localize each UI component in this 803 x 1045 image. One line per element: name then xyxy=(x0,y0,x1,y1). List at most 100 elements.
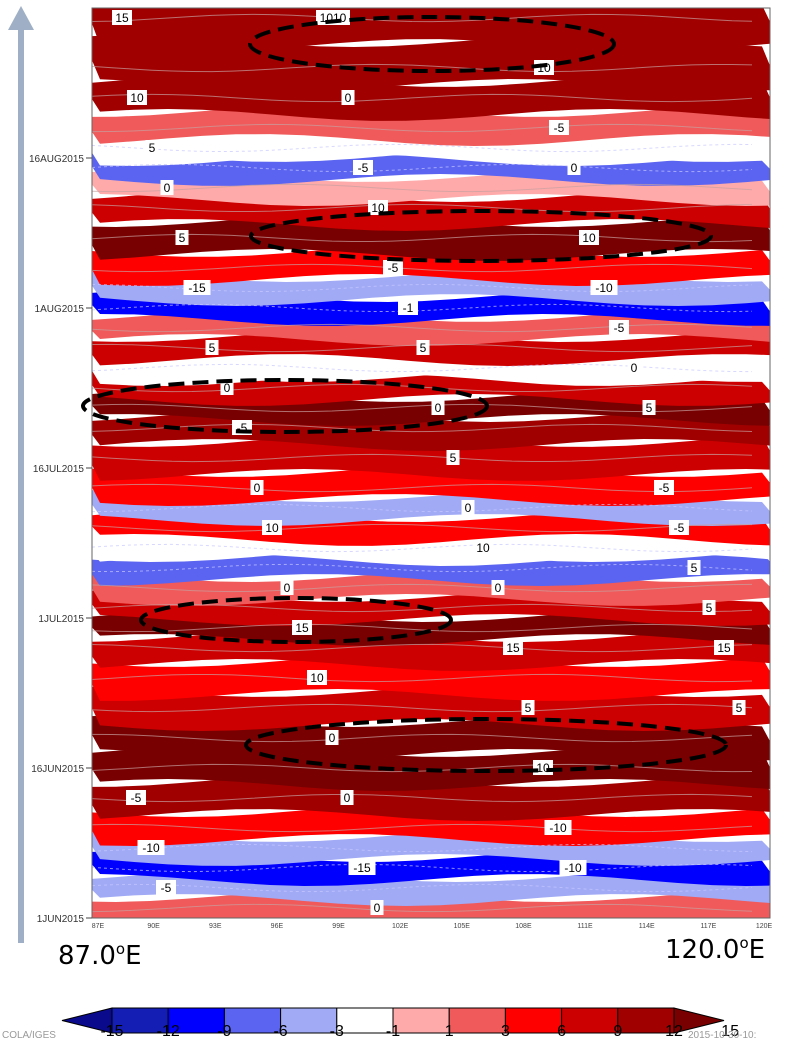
contour-label-box xyxy=(609,320,629,335)
contour-label-box xyxy=(325,730,339,745)
contour-label-box xyxy=(383,260,403,275)
contour-label: 0 xyxy=(224,381,231,395)
contour-label-box xyxy=(112,10,132,25)
contour-line xyxy=(92,543,753,553)
highlight-ellipse xyxy=(244,717,728,773)
contour-line xyxy=(92,673,753,683)
x-end-label: 120.0oE xyxy=(665,934,765,965)
contour-label-box xyxy=(262,520,282,535)
contour-label-box xyxy=(702,600,716,615)
contour-label-box xyxy=(137,840,165,855)
contour-label-box xyxy=(156,880,176,895)
colorbar-swatch xyxy=(167,1007,225,1034)
contour-label-box xyxy=(368,200,388,215)
contour-label: -1 xyxy=(403,301,414,315)
x-tick-label: 90E xyxy=(147,923,160,930)
contour-line xyxy=(92,603,753,613)
contour-label: -15 xyxy=(188,281,206,295)
x-tick-label: 117E xyxy=(700,923,716,930)
colorbar-tick-label: 3 xyxy=(501,1023,510,1040)
contour-label-box xyxy=(340,790,354,805)
contour-label: 15 xyxy=(717,641,731,655)
contour-label: 15 xyxy=(295,621,309,635)
contour-label-box xyxy=(348,860,376,875)
contour-label: 15 xyxy=(506,641,520,655)
x-tick-label: 111E xyxy=(577,923,593,930)
contour-label-box xyxy=(491,580,505,595)
contour-label: 5 xyxy=(179,231,186,245)
contour-label-box xyxy=(250,480,264,495)
contour-labels: 15 10 10 10 10 0 -5 5 -5 0 0 10 10 5 -5 -10 -15 -1 -5 5 5 0 0 0… xyxy=(112,10,746,915)
contour-label-box xyxy=(183,280,211,295)
contour-line xyxy=(92,163,753,173)
contour-label: 0 xyxy=(465,501,472,515)
contour-line xyxy=(92,203,753,213)
y-axis: 16AUG2015 1AUG2015 16JUL2015 1JUL2015 16JUN2… xyxy=(29,154,92,925)
contour-label-box xyxy=(220,380,234,395)
contour-label-box xyxy=(160,180,174,195)
colorbar-tick-label: -12 xyxy=(157,1023,180,1040)
contour-label: 0 xyxy=(164,181,171,195)
contour-label-box xyxy=(503,640,523,655)
colorbar-swatch xyxy=(561,1007,619,1034)
contour-line xyxy=(92,763,753,773)
contour-label-box xyxy=(534,60,554,75)
contour-label-box xyxy=(559,860,587,875)
contour-label-box xyxy=(370,900,384,915)
contour-line xyxy=(92,363,753,373)
contour-label: -5 xyxy=(161,881,172,895)
contour-line xyxy=(92,643,753,653)
contour-label-box xyxy=(687,560,701,575)
contour-label: -5 xyxy=(131,791,142,805)
field-band xyxy=(92,130,770,166)
contour-label-box xyxy=(654,480,674,495)
highlight-ellipse xyxy=(139,596,453,644)
contour-label-box xyxy=(353,160,373,175)
contour-line xyxy=(92,503,753,513)
contour-label: 0 xyxy=(495,581,502,595)
contour-label-box xyxy=(292,620,312,635)
contour-label-box xyxy=(732,700,746,715)
contour-label: 15 xyxy=(115,11,129,25)
colorbar-tick-label: 9 xyxy=(613,1023,622,1040)
contour-label-box xyxy=(627,360,641,375)
contour-label: 10 xyxy=(130,91,144,105)
contour-label-box xyxy=(473,540,493,555)
contour-label: -5 xyxy=(358,161,369,175)
contour-label-box xyxy=(280,580,294,595)
contour-label: 5 xyxy=(420,341,427,355)
contour-label: 5 xyxy=(736,701,743,715)
contour-label: 5 xyxy=(646,401,653,415)
contour-label: -10 xyxy=(549,821,567,835)
contour-label: -10 xyxy=(142,841,160,855)
colorbar-tick-label: 15 xyxy=(721,1023,739,1040)
field-band xyxy=(92,245,770,286)
contour-label-box xyxy=(714,640,734,655)
contour-label: 5 xyxy=(691,561,698,575)
contour-label: 0 xyxy=(571,161,578,175)
contour-label: -5 xyxy=(388,261,399,275)
contour-line xyxy=(92,453,753,463)
contour-label-box xyxy=(590,280,618,295)
footer-left: COLA/IGES xyxy=(2,1030,56,1041)
contour-line xyxy=(92,823,753,833)
field-band xyxy=(92,550,770,586)
contour-label: 0 xyxy=(284,581,291,595)
colorbar-swatch xyxy=(448,1007,506,1034)
highlight-ellipse xyxy=(248,15,616,73)
colorbar-swatch xyxy=(336,1007,394,1034)
contour-label: -10 xyxy=(595,281,613,295)
contour-label: 0 xyxy=(329,731,336,745)
contour-label: 0 xyxy=(344,791,351,805)
field-band xyxy=(92,330,770,366)
contour-lines xyxy=(92,13,753,913)
contour-line xyxy=(92,233,753,243)
y-tick-label: 16JUL2015 xyxy=(33,464,85,475)
field-band xyxy=(92,435,770,481)
contour-label: 10 xyxy=(582,231,596,245)
field-band xyxy=(92,655,770,701)
contour-label-box xyxy=(544,820,572,835)
colorbar-tick-label: -6 xyxy=(273,1023,287,1040)
contour-line xyxy=(92,183,753,193)
y-tick-label: 16AUG2015 xyxy=(29,154,84,165)
